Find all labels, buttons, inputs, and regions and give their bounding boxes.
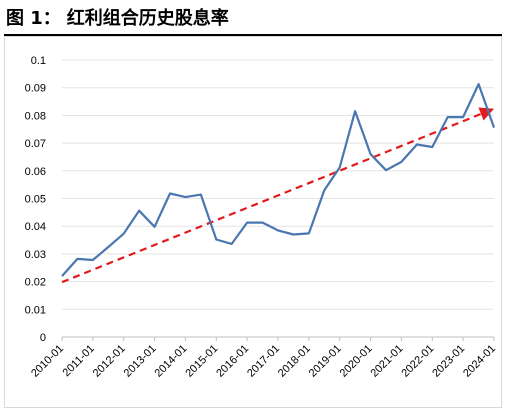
x-tick-label: 2018-01 xyxy=(276,343,313,380)
y-tick-label: 0.07 xyxy=(25,138,46,150)
series-line xyxy=(61,82,496,277)
x-tick-label: 2024-01 xyxy=(461,343,498,380)
x-tick-label: 2020-01 xyxy=(338,343,375,380)
x-tick-label: 2012-01 xyxy=(91,343,128,380)
x-tick-label: 2016-01 xyxy=(214,343,251,380)
trend-arrowhead xyxy=(478,107,494,121)
grid-lines xyxy=(62,59,494,338)
x-tick-label: 2023-01 xyxy=(430,343,467,380)
x-tick-label: 2022-01 xyxy=(399,343,436,380)
y-tick-label: 0.02 xyxy=(25,277,46,289)
figure-title-text: 红利组合历史股息率 xyxy=(66,8,229,29)
figure-label: 图 1： xyxy=(6,8,61,29)
x-axis: 2010-012011-012012-012013-012014-012015-… xyxy=(29,337,498,380)
title-rule xyxy=(4,34,502,36)
y-tick-label: 0.01 xyxy=(25,304,46,316)
y-tick-label: 0.09 xyxy=(25,83,46,95)
x-tick-label: 2013-01 xyxy=(122,343,159,380)
trend-arrow xyxy=(61,107,494,284)
y-tick-label: 0 xyxy=(40,332,46,344)
series-group xyxy=(61,82,496,277)
x-tick-label: 2010-01 xyxy=(29,343,66,380)
x-tick-label: 2017-01 xyxy=(245,343,282,380)
trend-line xyxy=(61,112,482,284)
y-tick-label: 0.08 xyxy=(25,110,46,122)
y-tick-label: 0.04 xyxy=(25,221,46,233)
y-tick-label: 0.06 xyxy=(25,166,46,178)
x-tick-label: 2014-01 xyxy=(153,343,190,380)
figure-title: 图 1： 红利组合历史股息率 xyxy=(6,4,229,34)
y-tick-label: 0.05 xyxy=(25,194,46,206)
x-tick-label: 2015-01 xyxy=(183,343,220,380)
x-tick-label: 2019-01 xyxy=(307,343,344,380)
y-tick-label: 0.03 xyxy=(25,249,46,261)
y-axis: 0.1 0.09 0.08 0.07 0.06 0.05 0.04 0.03 0.02 0.01 0 xyxy=(25,55,46,344)
x-tick-label: 2021-01 xyxy=(369,343,406,380)
y-tick-label: 0.1 xyxy=(31,55,46,67)
x-tick-label: 2011-01 xyxy=(61,343,97,379)
